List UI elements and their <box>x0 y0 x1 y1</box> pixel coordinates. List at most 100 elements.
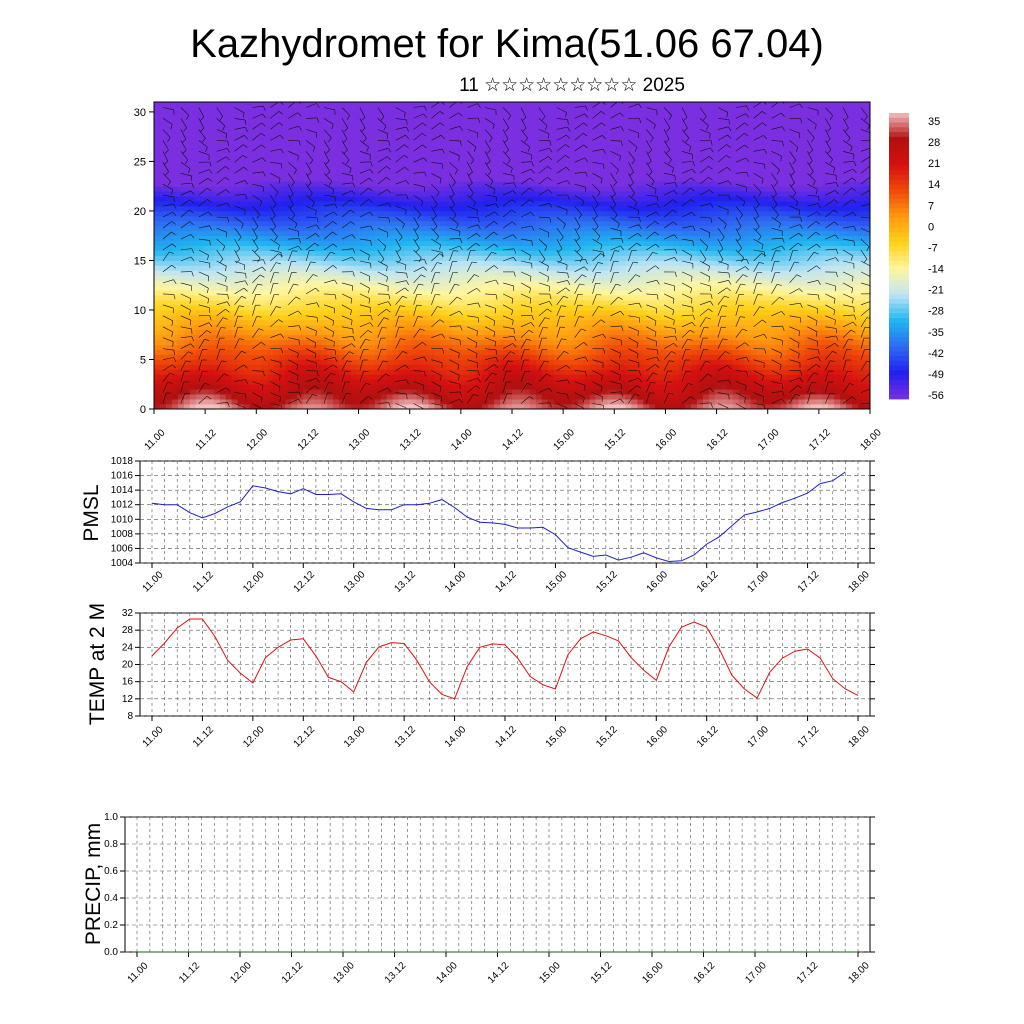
field-cell <box>696 285 704 291</box>
field-cell <box>702 275 710 281</box>
field-cell <box>440 384 447 390</box>
field-cell <box>577 389 584 395</box>
field-cell <box>315 309 322 316</box>
field-cell <box>482 205 489 212</box>
field-cell <box>440 260 447 266</box>
field-cell <box>506 260 513 266</box>
field-cell <box>607 230 614 237</box>
field-cell <box>380 245 388 251</box>
field-cell <box>309 379 316 385</box>
field-cell <box>720 230 728 237</box>
field-cell <box>470 245 477 251</box>
field-cell <box>810 300 817 306</box>
field-cell <box>792 404 799 409</box>
field-cell <box>470 384 477 390</box>
field-cell <box>607 245 614 251</box>
field-cell <box>744 339 752 346</box>
field-cell <box>517 354 525 360</box>
field-cell <box>285 369 292 375</box>
field-cell <box>541 220 549 227</box>
field-cell <box>720 295 728 301</box>
field-cell <box>834 215 841 222</box>
field-cell <box>207 201 215 207</box>
field-cell <box>762 389 769 395</box>
field-cell <box>601 220 608 227</box>
field-cell <box>559 245 567 251</box>
field-cell <box>195 384 203 390</box>
field-cell <box>834 240 841 246</box>
field-cell <box>356 369 364 375</box>
field-cell <box>356 344 364 350</box>
field-cell <box>834 359 841 365</box>
field-cell <box>434 220 441 227</box>
field-cell <box>243 309 250 316</box>
field-cell <box>786 339 793 346</box>
field-cell <box>685 265 692 271</box>
field-cell <box>362 245 370 251</box>
field-cell <box>225 290 232 296</box>
field-cell <box>822 359 829 365</box>
field-cell <box>338 300 346 306</box>
field-cell <box>243 404 250 409</box>
field-cell <box>708 240 716 246</box>
field-cell <box>494 324 501 331</box>
field-cell <box>792 215 799 222</box>
field-cell <box>279 250 286 256</box>
field-cell <box>523 225 531 232</box>
field-cell <box>786 394 793 400</box>
field-cell <box>416 359 423 365</box>
field-cell <box>171 220 179 227</box>
field-cell <box>858 349 865 355</box>
field-cell <box>541 374 549 380</box>
field-cell <box>673 384 680 390</box>
field-cell <box>744 394 752 400</box>
field-cell <box>810 369 817 375</box>
field-cell <box>154 270 161 276</box>
field-cell <box>643 404 650 409</box>
field-cell <box>386 314 394 321</box>
field-cell <box>637 339 644 346</box>
field-cell <box>589 300 596 306</box>
field-cell <box>159 215 167 222</box>
field-cell <box>774 230 781 237</box>
field-cell <box>189 280 197 286</box>
field-cell <box>464 404 471 409</box>
field-cell <box>512 280 519 286</box>
field-cell <box>512 245 519 251</box>
field-cell <box>476 394 483 400</box>
field-cell <box>834 329 841 336</box>
field-cell <box>589 369 596 375</box>
field-cell <box>165 394 173 400</box>
field-cell <box>279 399 286 405</box>
field-cell <box>738 260 746 266</box>
field-cell <box>553 275 561 281</box>
field-cell <box>565 314 573 321</box>
field-cell <box>846 354 853 360</box>
field-cell <box>195 210 203 217</box>
field-cell <box>159 344 167 350</box>
field-cell <box>404 295 411 301</box>
field-cell <box>553 369 561 375</box>
field-cell <box>309 314 316 321</box>
field-cell <box>535 379 543 385</box>
field-cell <box>267 329 274 336</box>
field-cell <box>488 260 495 266</box>
field-cell <box>559 270 567 276</box>
field-cell <box>225 205 232 212</box>
field-cell <box>154 240 161 246</box>
field-cell <box>350 389 358 395</box>
field-cell <box>708 225 716 232</box>
field-cell <box>852 270 859 276</box>
field-cell <box>846 260 853 266</box>
field-cell <box>625 240 632 246</box>
field-cell <box>344 255 352 261</box>
field-cell <box>249 300 256 306</box>
field-cell <box>297 359 304 365</box>
field-cell <box>768 364 775 370</box>
field-cell <box>195 354 203 360</box>
field-cell <box>667 359 674 365</box>
field-cell <box>637 260 644 266</box>
field-cell <box>165 215 173 222</box>
field-cell <box>601 255 608 261</box>
field-cell <box>625 245 632 251</box>
